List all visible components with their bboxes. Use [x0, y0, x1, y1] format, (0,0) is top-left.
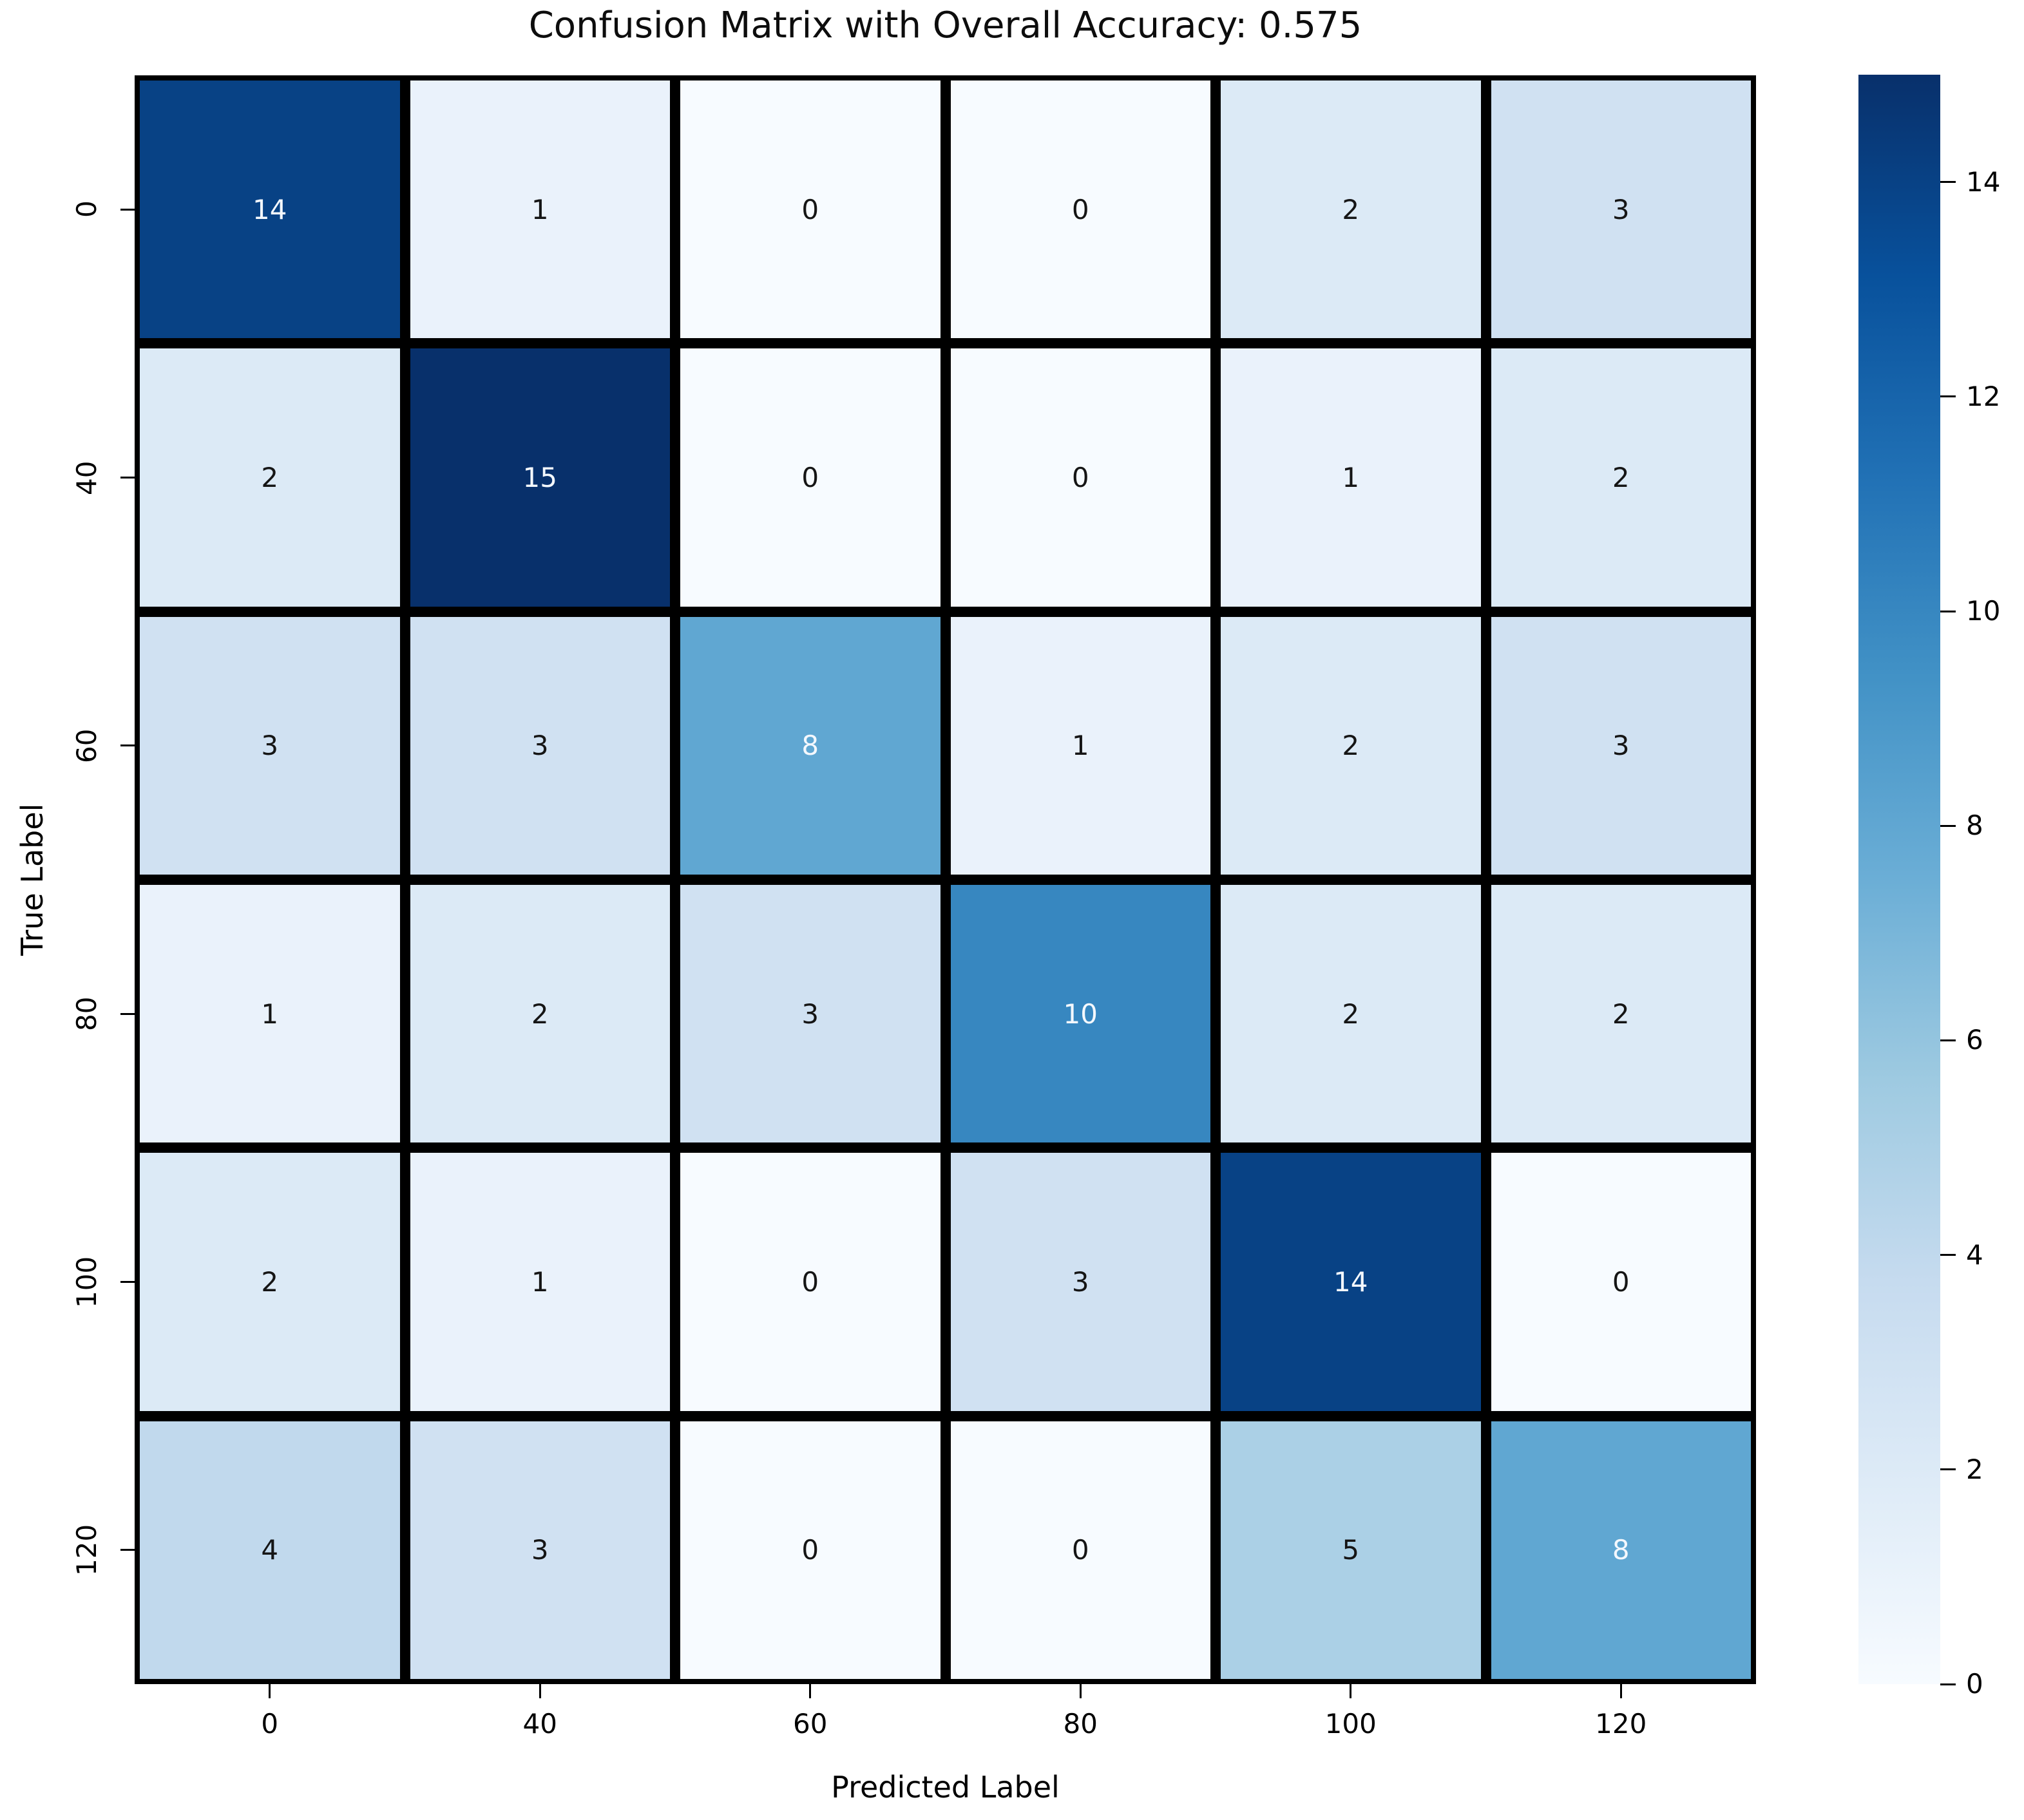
- heatmap-cell-r2c2: 8: [680, 616, 940, 875]
- x-tick-mark: [1079, 1684, 1082, 1698]
- x-tick-label: 100: [1324, 1708, 1377, 1739]
- heatmap-cell-r0c4: 2: [1221, 81, 1481, 339]
- colorbar-tick-mark: [1940, 395, 1956, 398]
- colorbar-gradient: [1858, 75, 1940, 1684]
- heatmap-cell-r0c3: 0: [950, 81, 1210, 339]
- chart-title: Confusion Matrix with Overall Accuracy: …: [528, 5, 1362, 46]
- colorbar-tick-label: 0: [1966, 1668, 1983, 1700]
- heatmap-cell-r4c4: 14: [1221, 1153, 1481, 1411]
- heatmap-cell-r2c0: 3: [140, 616, 400, 875]
- heatmap-cell-r3c2: 3: [680, 885, 940, 1143]
- heatmap-cell-r1c4: 1: [1221, 348, 1481, 607]
- colorbar-tick-label: 10: [1966, 595, 2001, 627]
- y-axis-label: True Label: [15, 803, 50, 956]
- heatmap-cell-r3c4: 2: [1221, 885, 1481, 1143]
- heatmap-cell-r2c3: 1: [950, 616, 1210, 875]
- x-axis-label: Predicted Label: [831, 1770, 1060, 1805]
- heatmap-cell-r4c3: 3: [950, 1153, 1210, 1411]
- y-tick-mark: [120, 1281, 135, 1283]
- heatmap-cell-r5c4: 5: [1221, 1421, 1481, 1679]
- heatmap-cell-r0c1: 1: [410, 81, 670, 339]
- colorbar-tick-label: 2: [1966, 1453, 1983, 1485]
- y-tick-label: 60: [71, 728, 102, 763]
- heatmap-cell-r4c1: 1: [410, 1153, 670, 1411]
- heatmap-cell-r0c5: 3: [1491, 81, 1751, 339]
- heatmap-cell-r5c5: 8: [1491, 1421, 1751, 1679]
- heatmap-cell-r1c1: 15: [410, 348, 670, 607]
- heatmap-cell-r5c3: 0: [950, 1421, 1210, 1679]
- heatmap-cell-r1c3: 0: [950, 348, 1210, 607]
- y-tick-label: 40: [71, 460, 102, 495]
- y-tick-mark: [120, 744, 135, 747]
- heatmap-cell-r5c1: 3: [410, 1421, 670, 1679]
- x-tick-label: 40: [522, 1708, 557, 1739]
- heatmap-cell-r1c5: 2: [1491, 348, 1751, 607]
- y-tick-label: 100: [71, 1256, 102, 1308]
- colorbar-tick-mark: [1940, 1683, 1956, 1685]
- y-tick-mark: [120, 1012, 135, 1015]
- colorbar-tick-label: 6: [1966, 1024, 1983, 1056]
- heatmap-cell-r0c2: 0: [680, 81, 940, 339]
- colorbar-tick-label: 12: [1966, 380, 2001, 412]
- x-tick-label: 0: [261, 1708, 279, 1739]
- heatmap-cell-r2c5: 3: [1491, 616, 1751, 875]
- heatmap-cell-r4c2: 0: [680, 1153, 940, 1411]
- x-tick-label: 80: [1063, 1708, 1098, 1739]
- colorbar-tick-mark: [1940, 610, 1956, 612]
- colorbar-tick-mark: [1940, 1468, 1956, 1471]
- y-tick-mark: [120, 477, 135, 479]
- heatmap-cell-r3c1: 2: [410, 885, 670, 1143]
- heatmap-grid: 14 1 0 0 2 3 2 15 0 0 1 2 3 3 8 1 2 3 1 2 3 10 2 2 2 1 0 3 14 0 4 3 0 0 5 8: [135, 75, 1756, 1684]
- y-tick-label: 80: [71, 996, 102, 1031]
- colorbar-tick-label: 14: [1966, 166, 2001, 198]
- y-tick-label: 0: [71, 200, 102, 218]
- colorbar-tick-label: 8: [1966, 810, 1983, 842]
- heatmap-cell-r2c1: 3: [410, 616, 670, 875]
- colorbar-tick-mark: [1940, 1039, 1956, 1041]
- heatmap-cell-r1c2: 0: [680, 348, 940, 607]
- x-tick-mark: [809, 1684, 812, 1698]
- x-tick-mark: [539, 1684, 541, 1698]
- x-tick-label: 60: [793, 1708, 828, 1739]
- x-tick-mark: [269, 1684, 271, 1698]
- colorbar-tick-mark: [1940, 181, 1956, 184]
- heatmap-cell-r1c0: 2: [140, 348, 400, 607]
- heatmap-cell-r3c3: 10: [950, 885, 1210, 1143]
- x-tick-mark: [1619, 1684, 1622, 1698]
- colorbar-tick-mark: [1940, 1254, 1956, 1256]
- y-tick-mark: [120, 1549, 135, 1551]
- y-tick-mark: [120, 208, 135, 211]
- heatmap-cell-r3c5: 2: [1491, 885, 1751, 1143]
- heatmap-cell-r4c5: 0: [1491, 1153, 1751, 1411]
- heatmap-cell-r2c4: 2: [1221, 616, 1481, 875]
- x-tick-mark: [1350, 1684, 1352, 1698]
- heatmap-cell-r3c0: 1: [140, 885, 400, 1143]
- colorbar-tick-label: 4: [1966, 1238, 1983, 1271]
- heatmap-cell-r4c0: 2: [140, 1153, 400, 1411]
- colorbar-tick-mark: [1940, 824, 1956, 827]
- heatmap-cell-r5c0: 4: [140, 1421, 400, 1679]
- x-tick-label: 120: [1595, 1708, 1647, 1739]
- heatmap-cell-r5c2: 0: [680, 1421, 940, 1679]
- heatmap-cell-r0c0: 14: [140, 81, 400, 339]
- y-tick-label: 120: [71, 1524, 102, 1576]
